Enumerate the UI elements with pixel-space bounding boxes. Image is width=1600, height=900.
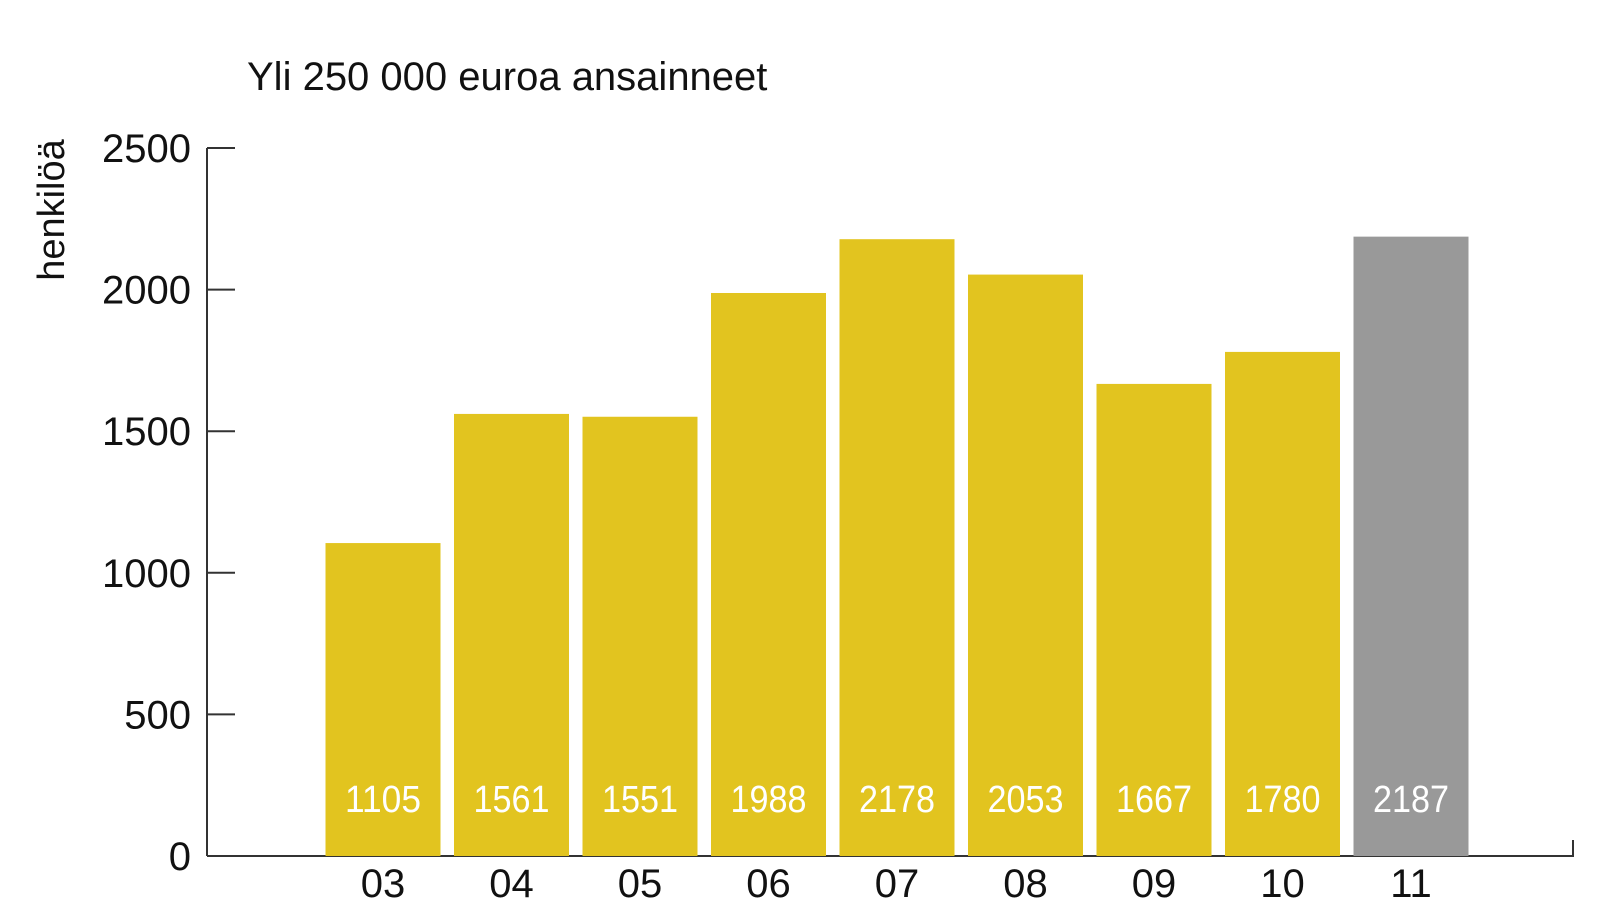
y-tick-label: 2500 <box>102 127 191 171</box>
bar <box>1096 383 1212 856</box>
x-tick-label: 09 <box>1132 862 1177 900</box>
bar <box>711 292 826 856</box>
bar <box>325 543 441 856</box>
y-tick-label: 500 <box>124 693 191 737</box>
x-tick-label: 11 <box>1390 862 1432 900</box>
bar <box>1353 236 1469 856</box>
bar <box>1225 351 1340 856</box>
data-label: 1551 <box>602 779 678 821</box>
y-tick-label: 1500 <box>102 410 191 454</box>
bar <box>582 416 698 856</box>
data-label: 1105 <box>345 779 421 821</box>
bar <box>968 274 1083 856</box>
y-tick-label: 2000 <box>102 269 191 313</box>
bar <box>454 413 569 856</box>
data-label: 2187 <box>1373 779 1449 821</box>
x-tick-label: 05 <box>618 862 663 900</box>
x-tick-label: 07 <box>875 862 920 900</box>
bar <box>839 239 955 856</box>
x-tick-label: 03 <box>361 862 406 900</box>
x-tick-label: 10 <box>1260 862 1305 900</box>
data-label: 2178 <box>859 779 935 821</box>
x-tick-label: 08 <box>1003 862 1048 900</box>
y-tick-label: 1000 <box>102 552 191 596</box>
x-tick-label: 06 <box>746 862 791 900</box>
data-label: 1667 <box>1116 779 1192 821</box>
data-label: 2053 <box>988 779 1064 821</box>
x-tick-label: 04 <box>489 862 534 900</box>
y-tick-label: 0 <box>169 835 191 879</box>
y-axis-label: henkilöä <box>31 138 73 280</box>
data-label: 1780 <box>1245 779 1321 821</box>
data-label: 1561 <box>474 779 550 821</box>
chart-title: Yli 250 000 euroa ansainneet <box>247 55 767 99</box>
data-label: 1988 <box>731 779 807 821</box>
